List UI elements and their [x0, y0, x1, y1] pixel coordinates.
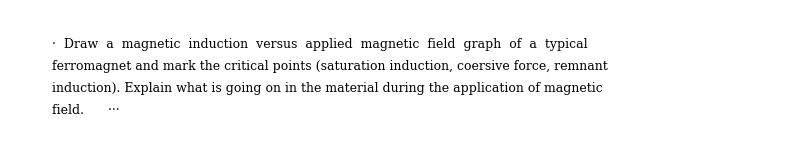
- Text: ·  Draw  a  magnetic  induction  versus  applied  magnetic  field  graph  of  a : · Draw a magnetic induction versus appli…: [52, 38, 588, 51]
- Text: induction). Explain what is going on in the material during the application of m: induction). Explain what is going on in …: [52, 82, 603, 95]
- Text: field.      ···: field. ···: [52, 104, 119, 117]
- Text: ferromagnet and mark the critical points (saturation induction, coersive force, : ferromagnet and mark the critical points…: [52, 60, 607, 73]
